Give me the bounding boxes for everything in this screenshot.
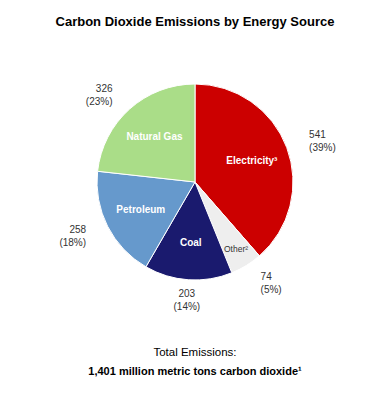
data-label: 541 (39%): [309, 129, 336, 153]
value-label: 203: [178, 288, 195, 299]
percent-label: (23%): [86, 96, 113, 107]
data-label: 203 (14%): [173, 288, 200, 312]
percent-label: (18%): [59, 237, 86, 248]
pie: [97, 84, 293, 280]
value-label: 541: [309, 129, 326, 140]
percent-label: (5%): [261, 284, 282, 295]
annotation: 1,401 million metric tons carbon dioxide…: [88, 365, 302, 377]
percent-label: (39%): [309, 142, 336, 153]
title: Carbon Dioxide Emissions by Energy Sourc…: [56, 14, 335, 29]
percent-label: (14%): [173, 301, 200, 312]
slice-label: Electricity³: [226, 155, 278, 166]
data-label: 74 (5%): [261, 271, 282, 295]
slice-label: Coal: [180, 237, 202, 248]
slice-label: Natural Gas: [126, 131, 183, 142]
value-label: 74: [261, 271, 273, 282]
value-label: 258: [69, 224, 86, 235]
subtitle: Total Emissions:: [153, 346, 236, 358]
slice: [97, 171, 195, 267]
data-label: 258 (18%): [59, 224, 86, 248]
slice-label: Other²: [224, 244, 248, 254]
chart: Carbon Dioxide Emissions by Energy Sourc…: [0, 0, 390, 401]
slice-label: Petroleum: [116, 204, 165, 215]
labels: Electricity³ Other² Coal Petroleum Natural G…: [59, 83, 335, 312]
data-label: 326 (23%): [86, 83, 113, 107]
value-label: 326: [96, 83, 113, 94]
